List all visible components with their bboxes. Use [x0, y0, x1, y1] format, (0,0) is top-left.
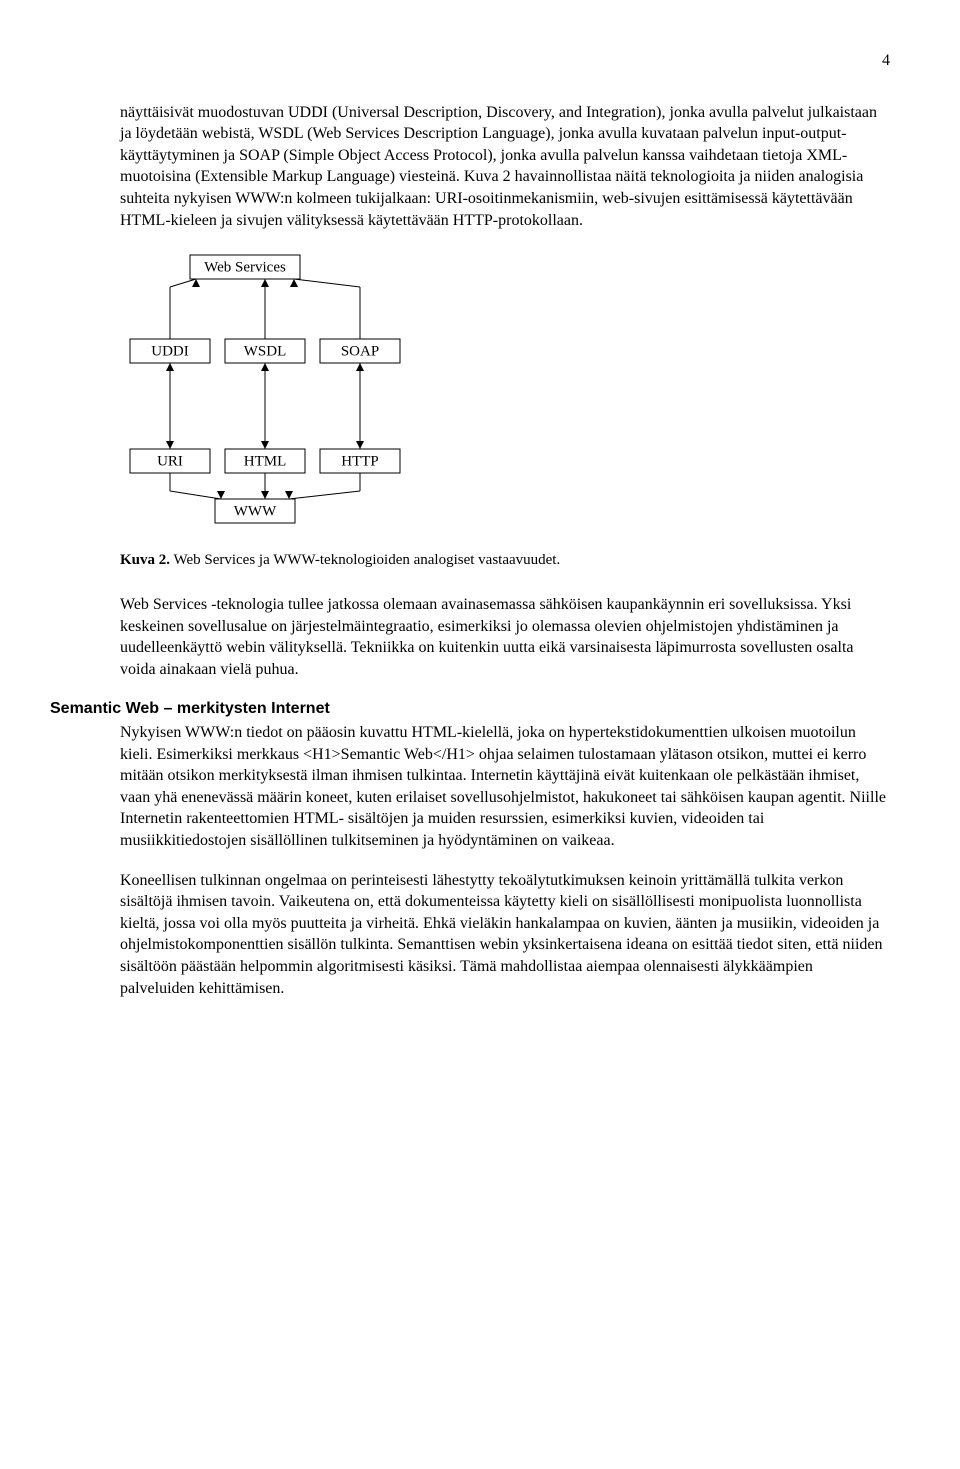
svg-text:HTTP: HTTP: [341, 454, 379, 470]
page-number: 4: [50, 50, 890, 72]
caption-text: Web Services ja WWW-teknologioiden analo…: [170, 552, 560, 568]
svg-text:SOAP: SOAP: [341, 344, 379, 360]
paragraph-semantic-1: Nykyisen WWW:n tiedot on pääosin kuvattu…: [120, 722, 890, 852]
svg-text:HTML: HTML: [244, 454, 287, 470]
svg-text:Web Services: Web Services: [204, 260, 286, 276]
svg-text:WWW: WWW: [234, 504, 277, 520]
svg-text:UDDI: UDDI: [151, 344, 189, 360]
paragraph-intro: näyttäisivät muodostuvan UDDI (Universal…: [120, 102, 890, 232]
heading-semantic-web: Semantic Web – merkitysten Internet: [50, 698, 890, 720]
caption-label: Kuva 2.: [120, 552, 170, 568]
paragraph-after-diagram: Web Services -teknologia tullee jatkossa…: [120, 594, 890, 680]
svg-text:WSDL: WSDL: [244, 344, 287, 360]
diagram-web-services-www: Web Services UDDI WSDL SOAP URI HTML HTTP WWW: [120, 249, 890, 536]
svg-text:URI: URI: [157, 454, 183, 470]
paragraph-semantic-2: Koneellisen tulkinnan ongelmaa on perint…: [120, 870, 890, 1000]
figure-caption: Kuva 2. Web Services ja WWW-teknologioid…: [120, 550, 890, 570]
